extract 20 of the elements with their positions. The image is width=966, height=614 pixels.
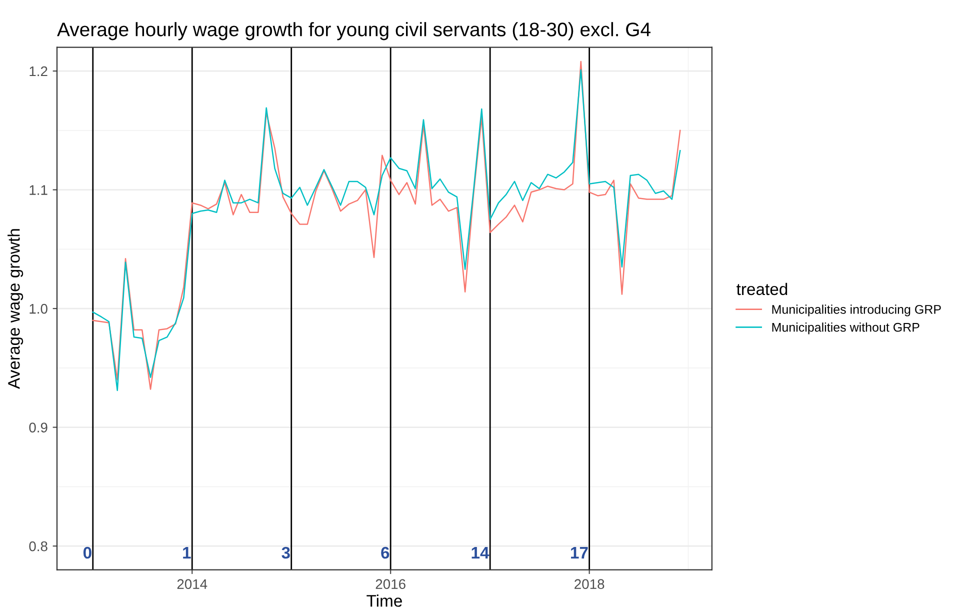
chart-title: Average hourly wage growth for young civil servants (18-30) excl. G4 <box>57 22 650 40</box>
ref-line-label: 17 <box>571 547 588 558</box>
x-tick-label: 2016 <box>376 579 406 590</box>
y-tick-label: 0.8 <box>29 541 48 552</box>
legend-label: Municipalities introducing GRP <box>772 304 941 316</box>
ref-line-label: 0 <box>83 546 92 559</box>
y-tick-label: 1.2 <box>30 66 48 76</box>
y-tick-label: 1.1 <box>30 185 48 195</box>
y-tick-label: 1.0 <box>30 304 48 314</box>
ref-line-label: 3 <box>282 546 290 559</box>
x-tick-label: 2018 <box>574 579 604 590</box>
y-tick-label: 0.9 <box>29 422 48 432</box>
x-axis-title: Time <box>366 594 402 607</box>
legend-label: Municipalities without GRP <box>772 322 920 334</box>
ref-line-label: 14 <box>472 547 490 558</box>
x-tick-label: 2014 <box>177 579 208 590</box>
ref-line-label: 1 <box>183 547 191 558</box>
legend-title: treated <box>736 282 788 296</box>
y-axis-title: Average wage growth <box>8 229 24 389</box>
ref-line-label: 6 <box>381 546 390 559</box>
